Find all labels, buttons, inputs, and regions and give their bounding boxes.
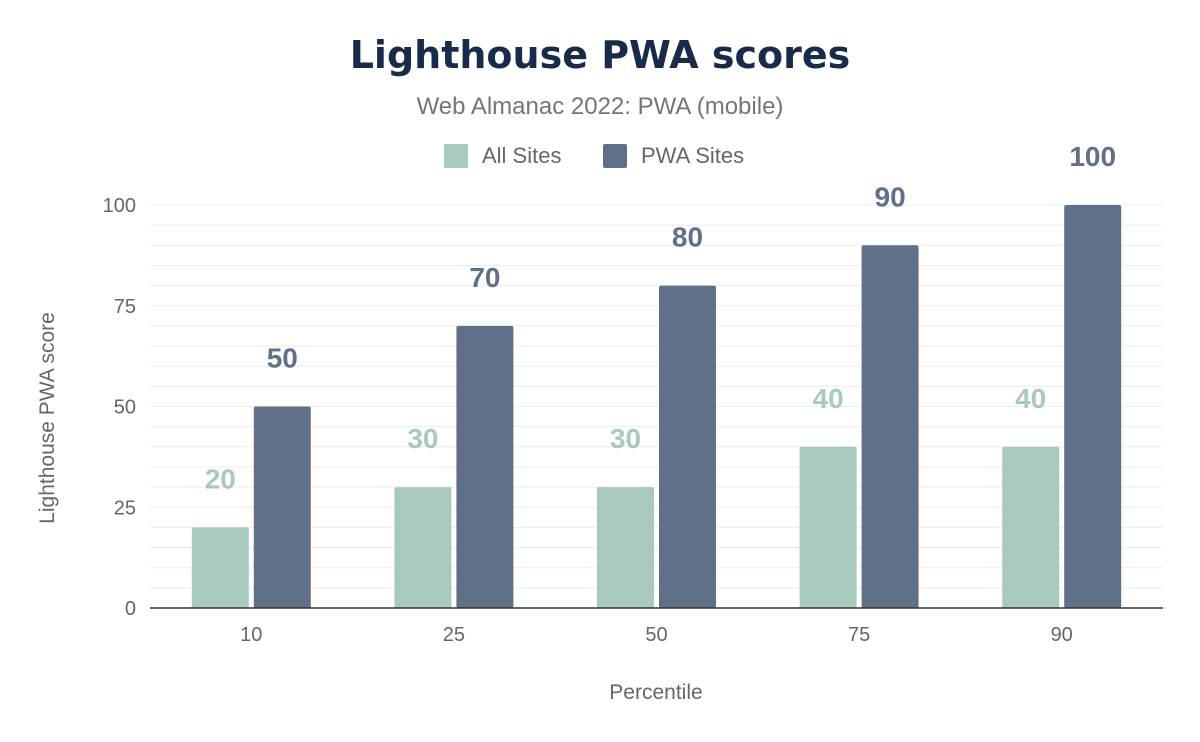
x-axis-ticks: 10 25 50 75 90 [240,624,1073,646]
x-tick-label: 90 [1051,624,1073,646]
bar-pwa-sites[interactable] [861,245,919,609]
data-label-all-sites: 30 [610,423,641,454]
x-tick-label: 25 [443,624,465,646]
bar-all-sites[interactable] [597,487,654,608]
data-label-pwa-sites: 80 [672,222,703,253]
x-axis-title: Percentile [609,681,702,704]
data-label-pwa-sites: 70 [469,262,500,293]
y-tick-label: 75 [114,296,136,318]
bars [191,205,1122,609]
bar-all-sites[interactable] [191,527,249,608]
y-tick-label: 25 [114,497,136,519]
chart-title: Lighthouse PWA scores [350,33,851,77]
y-tick-label: 100 [103,195,136,217]
legend-label-all-sites[interactable]: All Sites [482,143,561,168]
data-label-all-sites: 30 [407,423,438,454]
chart-subtitle: Web Almanac 2022: PWA (mobile) [417,93,784,120]
legend-label-pwa-sites[interactable]: PWA Sites [641,143,744,168]
y-axis-title: Lighthouse PWA score [36,312,59,524]
data-label-all-sites: 20 [205,463,236,494]
x-tick-label: 10 [240,624,262,646]
data-label-all-sites: 40 [1015,383,1046,414]
data-label-all-sites: 40 [813,383,844,414]
y-tick-label: 50 [114,397,136,419]
bar-all-sites[interactable] [799,446,857,608]
data-label-pwa-sites: 100 [1069,141,1116,172]
data-label-pwa-sites: 90 [875,181,906,212]
bar-pwa-sites[interactable] [1064,205,1122,608]
legend-swatch-all-sites[interactable] [444,144,468,168]
bar-all-sites[interactable] [394,487,452,608]
x-tick-label: 50 [645,624,667,646]
y-tick-label: 0 [125,598,136,620]
data-labels: 20 50 30 70 30 80 40 90 40 100 [205,141,1116,494]
legend-swatch-pwa-sites[interactable] [603,144,627,168]
gridlines [150,204,1163,589]
bar-pwa-sites[interactable] [659,285,716,608]
x-tick-label: 75 [848,624,870,646]
data-label-pwa-sites: 50 [267,343,298,374]
y-axis-ticks: 0 25 50 75 100 [103,195,136,620]
legend: All Sites PWA Sites [444,143,744,168]
bar-pwa-sites[interactable] [456,325,514,608]
bar-pwa-sites[interactable] [253,406,311,609]
bar-all-sites[interactable] [1002,446,1060,608]
